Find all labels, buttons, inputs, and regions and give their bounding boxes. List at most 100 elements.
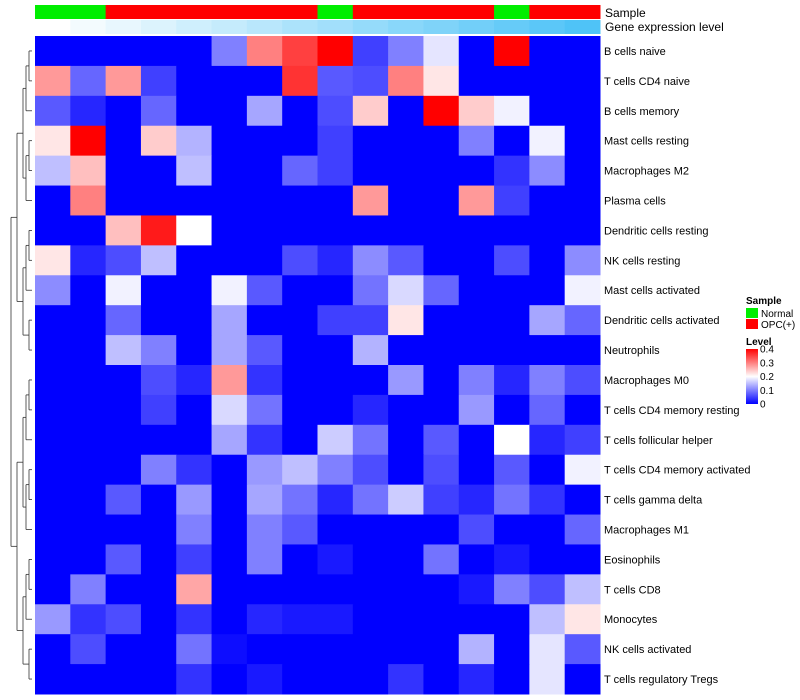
heatmap-cell — [317, 365, 354, 396]
expression-annotation-cell — [211, 20, 248, 34]
row-label: Macrophages M0 — [604, 375, 689, 387]
heatmap-cell — [246, 185, 283, 216]
expression-annotation-cell — [529, 20, 566, 34]
heatmap-cell — [458, 514, 495, 545]
heatmap-cell — [176, 335, 213, 366]
row-label: B cells memory — [604, 106, 680, 118]
heatmap-cell — [388, 484, 424, 516]
heatmap-cell — [140, 365, 177, 396]
heatmap-cell — [352, 454, 389, 486]
heatmap-cell — [564, 574, 601, 605]
heatmap-cell — [105, 185, 142, 216]
heatmap-cell — [70, 36, 107, 67]
expression-annotation-cell — [246, 20, 283, 34]
heatmap-cell — [458, 394, 495, 426]
heatmap-cell — [35, 305, 71, 336]
sample-annotation-cell — [388, 5, 424, 19]
heatmap-cell — [317, 155, 354, 187]
heatmap-cell — [140, 275, 177, 306]
heatmap-cell — [388, 634, 424, 665]
heatmap-cell — [211, 574, 248, 605]
heatmap-cell — [70, 514, 107, 545]
heatmap-cell — [105, 275, 142, 306]
heatmap-cell — [282, 185, 318, 216]
heatmap-cell — [423, 65, 460, 97]
heatmap-cell — [282, 95, 318, 127]
heatmap-cell — [211, 215, 248, 246]
heatmap-cell — [246, 65, 283, 97]
heatmap-cell — [70, 125, 107, 157]
heatmap-cell — [388, 544, 424, 575]
heatmap-cell — [423, 125, 460, 157]
sample-annotation-cell — [494, 5, 530, 19]
sample-annotation-cell — [352, 5, 389, 19]
heatmap-cell — [140, 185, 177, 216]
heatmap-cell — [529, 65, 566, 97]
heatmap-cell — [105, 424, 142, 456]
heatmap-cell — [529, 36, 566, 67]
heatmap-cell — [70, 245, 107, 276]
heatmap-cell — [35, 394, 71, 426]
heatmap-cell — [494, 305, 530, 336]
heatmap-cell — [529, 484, 566, 516]
sample-annotation-cell — [35, 5, 71, 19]
heatmap-cell — [529, 95, 566, 127]
heatmap-cell — [211, 275, 248, 306]
heatmap-cell — [282, 544, 318, 575]
heatmap-cell — [352, 125, 389, 157]
heatmap-cell — [176, 484, 213, 516]
heatmap-cell — [140, 245, 177, 276]
heatmap-cell — [352, 245, 389, 276]
heatmap-cell — [246, 574, 283, 605]
heatmap-cell — [317, 275, 354, 306]
heatmap-cell — [388, 454, 424, 486]
heatmap-cell — [282, 245, 318, 276]
heatmap-cell — [105, 335, 142, 366]
heatmap-cell — [282, 305, 318, 336]
heatmap-cell — [494, 664, 530, 695]
heatmap-cell — [105, 95, 142, 127]
heatmap-cell — [70, 215, 107, 246]
row-dendrogram — [10, 50, 32, 680]
heatmap-cell — [388, 365, 424, 396]
heatmap-cell — [246, 275, 283, 306]
heatmap-cell — [494, 95, 530, 127]
heatmap-cell — [140, 484, 177, 516]
sample-annotation-cell — [282, 5, 318, 19]
row-label: Eosinophils — [604, 554, 661, 566]
heatmap-cell — [458, 634, 495, 665]
heatmap-cell — [317, 604, 354, 635]
heatmap-cell — [35, 574, 71, 605]
heatmap-cell — [388, 275, 424, 306]
expression-annotation-cell — [494, 20, 530, 34]
heatmap-cell — [494, 65, 530, 97]
heatmap-cell — [564, 604, 601, 635]
level-tick-label: 0 — [760, 400, 766, 411]
row-label: Monocytes — [604, 614, 658, 626]
heatmap-cell — [282, 275, 318, 306]
heatmap-cell — [35, 275, 71, 306]
sample-annotation-cell — [423, 5, 460, 19]
legend-level-ticks: 0.4 0.3 0.2 0.1 0 — [760, 345, 774, 411]
heatmap-cell — [352, 365, 389, 396]
heatmap-cell — [140, 65, 177, 97]
heatmap-cell — [564, 454, 601, 486]
heatmap-cell — [211, 484, 248, 516]
heatmap-cell — [176, 394, 213, 426]
expression-annotation-cell — [140, 20, 177, 34]
heatmap-cell — [211, 245, 248, 276]
heatmap-cell — [564, 155, 601, 187]
heatmap-cell — [176, 424, 213, 456]
heatmap-cell — [35, 335, 71, 366]
annotation-label-sample: Sample — [605, 6, 646, 20]
heatmap-cell — [211, 544, 248, 575]
heatmap-cell — [317, 454, 354, 486]
heatmap-cell — [458, 95, 495, 127]
heatmap-cell — [564, 125, 601, 157]
heatmap-cell — [70, 424, 107, 456]
heatmap-cell — [105, 155, 142, 187]
sample-annotation-cell — [176, 5, 213, 19]
heatmap-cell — [423, 245, 460, 276]
row-labels: B cells naive T cells CD4 naive B cells me… — [604, 46, 751, 686]
